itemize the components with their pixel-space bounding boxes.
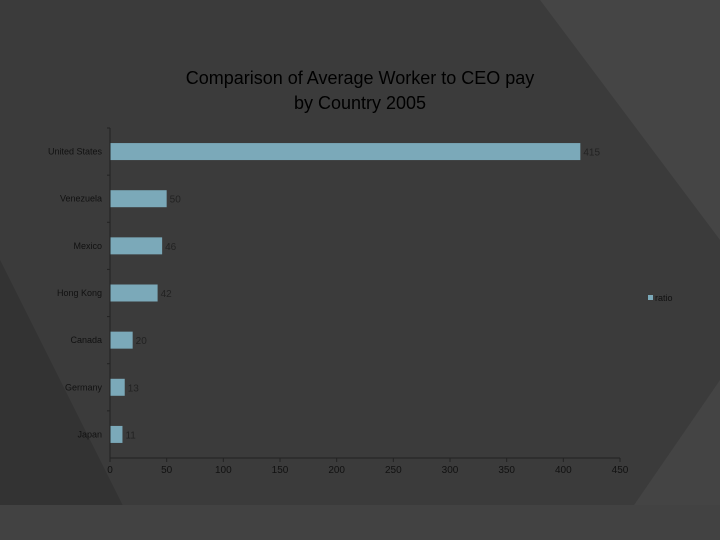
bars-group xyxy=(110,143,581,443)
x-tick-label: 200 xyxy=(328,465,345,476)
data-label: 50 xyxy=(170,195,182,206)
x-tick-label: 100 xyxy=(215,465,232,476)
x-tick-label: 250 xyxy=(385,465,402,476)
x-tick-label: 50 xyxy=(161,465,173,476)
x-tick-labels: 0 50 100 150 200 250 300 350 400 450 xyxy=(107,465,629,476)
bar xyxy=(110,143,581,161)
data-label: 415 xyxy=(583,148,600,159)
bar xyxy=(110,331,133,349)
category-label: Hong Kong xyxy=(57,288,102,298)
x-tick-label: 400 xyxy=(555,465,572,476)
data-label: 42 xyxy=(161,289,173,300)
x-tick-label: 300 xyxy=(442,465,459,476)
legend: ratio xyxy=(648,293,673,303)
data-label: 46 xyxy=(165,242,177,253)
category-label: Japan xyxy=(77,429,102,439)
category-label: Mexico xyxy=(73,241,102,251)
x-tick-label: 350 xyxy=(498,465,515,476)
bar xyxy=(110,284,158,302)
data-label: 11 xyxy=(125,430,136,441)
bar xyxy=(110,237,163,255)
bar xyxy=(110,425,123,443)
category-label: Germany xyxy=(65,382,103,392)
x-tick-label: 450 xyxy=(612,465,629,476)
category-label: Canada xyxy=(70,335,102,345)
legend-swatch xyxy=(648,295,653,300)
data-label: 13 xyxy=(128,383,140,394)
value-labels: 415 50 46 42 20 13 11 xyxy=(125,148,600,442)
data-label: 20 xyxy=(136,336,148,347)
axes xyxy=(107,127,621,462)
category-label: Venezuela xyxy=(60,194,102,204)
category-label: United States xyxy=(48,147,103,157)
legend-label: ratio xyxy=(655,293,673,303)
category-labels: United States Venezuela Mexico Hong Kong Can… xyxy=(48,147,103,440)
bar xyxy=(110,378,125,396)
x-tick-label: 0 xyxy=(107,465,113,476)
chart-title: Comparison of Average Worker to CEO pay xyxy=(185,68,535,88)
chart-subtitle: by Country 2005 xyxy=(293,93,427,113)
x-tick-label: 150 xyxy=(272,465,289,476)
bar xyxy=(110,190,167,208)
